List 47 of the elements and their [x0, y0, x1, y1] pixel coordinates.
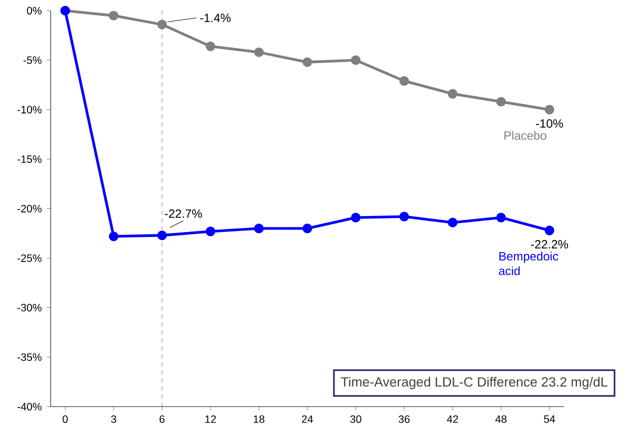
y-tick-label: -15%	[18, 155, 42, 163]
annotation: -22.7%	[164, 209, 202, 218]
y-tick-label: -20%	[18, 204, 42, 212]
point	[448, 218, 458, 228]
annotation: -1.4%	[200, 14, 231, 22]
x-tick-label: 54	[544, 415, 556, 423]
point	[350, 212, 361, 222]
y-tick-label: -30%	[18, 304, 42, 312]
x-tick-label: 42	[446, 415, 458, 423]
point	[544, 104, 554, 114]
point	[157, 20, 167, 30]
point	[254, 47, 264, 58]
series-label: Placebo	[504, 130, 546, 140]
point	[206, 226, 216, 236]
y-tick-label: 0%	[26, 6, 42, 14]
x-tick-label: 30	[350, 415, 362, 423]
point	[157, 230, 167, 240]
y-tick-label: -10%	[18, 106, 42, 114]
point	[544, 226, 554, 236]
annotation: Time-Averaged LDL-C Difference 23.2 mg/dL	[340, 376, 608, 390]
y-tick-label: -5%	[23, 56, 42, 64]
x-tick-label: 12	[205, 415, 216, 423]
point	[254, 224, 264, 234]
series-label: Bempedoic acid	[498, 252, 558, 276]
annotation: -22.2%	[531, 240, 568, 248]
x-tick-label: 3	[111, 415, 116, 423]
x-tick-label: 6	[160, 415, 165, 423]
x-tick-label: 18	[254, 415, 264, 423]
x-tick-label: 48	[495, 415, 506, 423]
x-tick-label: 0	[62, 415, 68, 423]
point	[108, 232, 118, 242]
point	[108, 10, 118, 20]
point	[302, 57, 312, 67]
point	[399, 76, 409, 86]
point	[448, 89, 458, 99]
y-tick-label: -25%	[18, 254, 42, 262]
point	[302, 224, 312, 234]
y-tick-label: -40%	[18, 402, 42, 410]
point	[206, 42, 216, 52]
point	[399, 212, 409, 222]
annotation: -10%	[536, 119, 564, 128]
point	[350, 55, 361, 65]
point	[496, 96, 506, 107]
point	[496, 212, 506, 222]
y-tick-label: -35%	[18, 353, 42, 361]
x-tick-label: 36	[398, 415, 410, 423]
x-tick-label: 24	[302, 415, 313, 423]
